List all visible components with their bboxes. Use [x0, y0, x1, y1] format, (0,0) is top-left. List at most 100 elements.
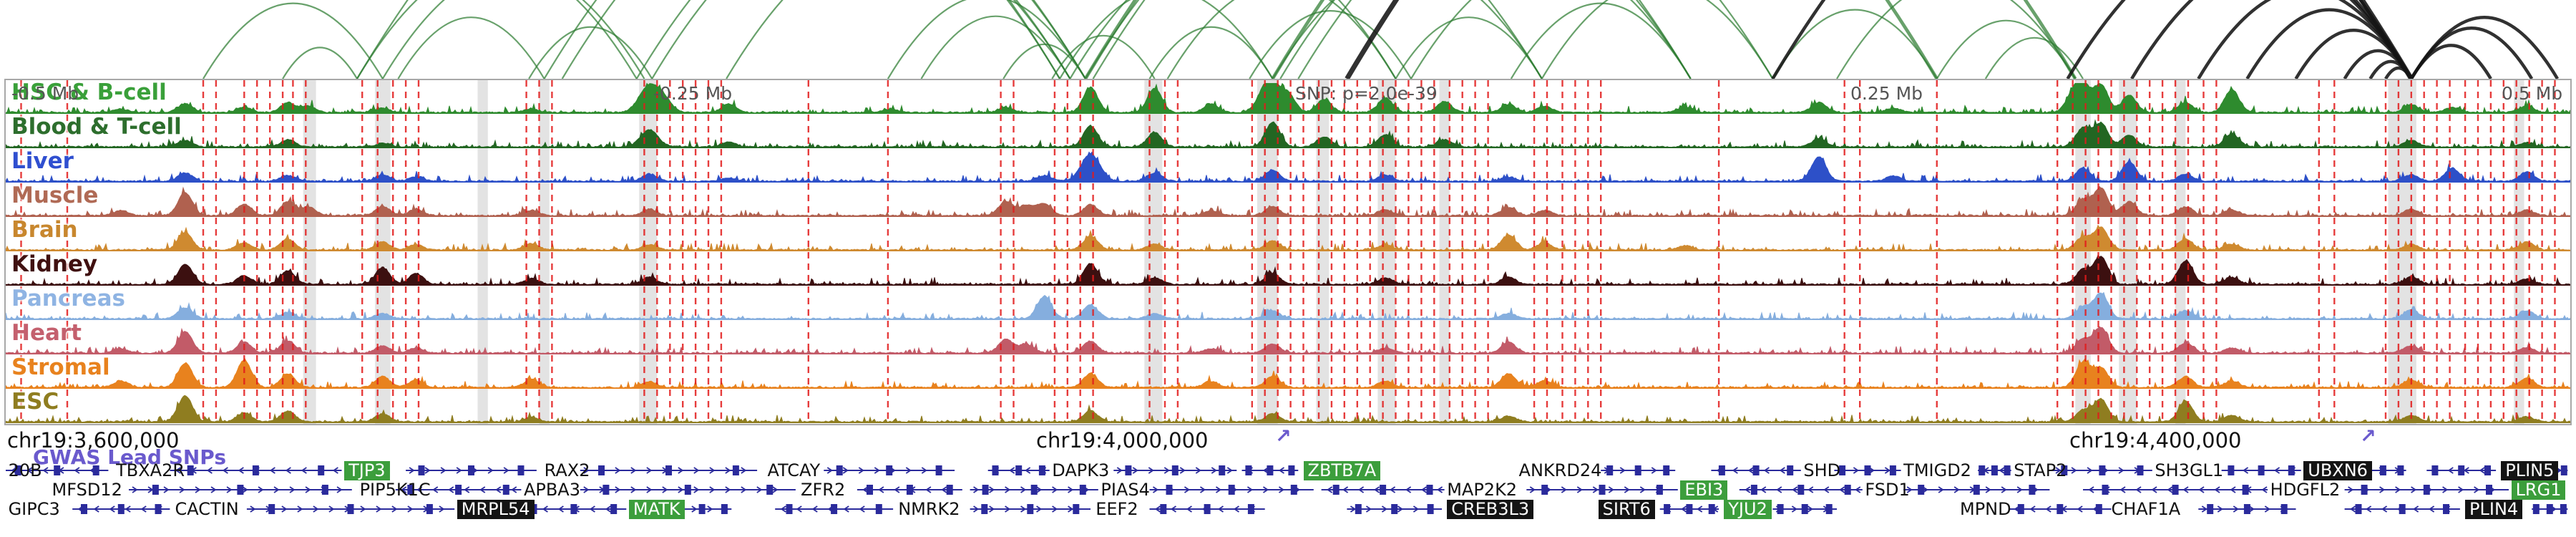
scale-label-right: 0.5 Mb — [2502, 83, 2563, 104]
gene-label-fsd1: FSD1 — [1865, 480, 1910, 500]
gene-model — [2009, 504, 2112, 514]
gene-label-pip5k1c: PIP5K1C — [359, 480, 431, 500]
interaction-arc — [1059, 0, 1274, 79]
interaction-arc — [2066, 0, 2413, 79]
signal-track-blood-t-cell — [6, 119, 2570, 148]
gene-model — [1149, 485, 1314, 495]
interaction-arc — [528, 26, 653, 79]
snp-pointer-icon: ↗ — [1275, 425, 1292, 448]
gene-label-yju2: YJU2 — [1724, 500, 1772, 519]
interaction-arc — [1002, 43, 1086, 79]
gene-model — [1659, 504, 1719, 514]
interaction-arc — [887, 0, 1086, 79]
gene-label-dapk3: DAPK3 — [1052, 460, 1110, 480]
track-label-pancreas: Pancreas — [11, 286, 125, 311]
gene-label-plin4: PLIN4 — [2465, 500, 2523, 519]
interaction-arc — [356, 0, 638, 79]
gene-model — [2426, 465, 2497, 475]
gene-model — [2344, 504, 2460, 514]
interaction-arc — [543, 0, 1086, 79]
gene-model — [1113, 465, 1237, 475]
interaction-arc — [356, 0, 1060, 79]
gene-label-map2k2: MAP2K2 — [1447, 480, 1518, 500]
interaction-arc — [920, 15, 1071, 79]
gene-label-nmrk2: NMRK2 — [898, 499, 960, 519]
signal-track-stromal — [6, 357, 2570, 390]
signal-area — [6, 224, 2570, 252]
track-label-stromal: Stromal — [11, 354, 110, 380]
snp-lines-layer — [20, 80, 2556, 424]
gene-model — [6, 465, 109, 475]
gene-model — [395, 485, 522, 495]
interaction-arc — [1836, 0, 2077, 79]
interaction-arc — [726, 0, 1071, 79]
gene-label-mrpl54: MRPL54 — [457, 500, 535, 519]
gene-model — [1526, 485, 1678, 495]
interaction-arc — [381, 0, 645, 79]
snp-pointer-icon: ↗ — [2360, 425, 2376, 448]
gene-model — [1321, 485, 1445, 495]
gene-model — [1772, 504, 1837, 514]
track-label-blood-t-cell: Blood & T-cell — [11, 114, 182, 140]
gene-model — [1834, 465, 1901, 475]
highlight-band — [2175, 80, 2186, 424]
gene-model — [2198, 504, 2296, 514]
signal-area — [6, 185, 2570, 218]
gene-label-eef2: EEF2 — [1096, 499, 1138, 519]
gene-label-apba3: APBA3 — [523, 480, 580, 500]
scale-label-mid-right: 0.25 Mb — [1850, 83, 1923, 104]
gene-label-chaf1a: CHAF1A — [2111, 499, 2181, 519]
track-label-muscle: Muscle — [11, 183, 99, 208]
signal-track-kidney — [6, 254, 2570, 286]
signal-area — [6, 357, 2570, 390]
signal-area — [6, 151, 2570, 183]
interaction-arc — [1166, 0, 1397, 79]
interaction-arc — [1249, 10, 1412, 79]
gene-label-zbtb7a: ZBTB7A — [1303, 461, 1381, 480]
gene-model — [987, 465, 1050, 475]
gene-model — [1978, 465, 2011, 475]
gene-model — [580, 465, 758, 475]
track-label-hsc-b-cell: HSC & B-cell — [11, 79, 167, 105]
snp-pvalue-label: SNP: p=2.0e-39 — [1295, 83, 1438, 104]
signal-track-pancreas — [6, 291, 2570, 320]
signal-area — [6, 254, 2570, 286]
interaction-arc — [1936, 19, 2077, 79]
interaction-arc — [1148, 26, 1274, 79]
track-label-esc: ESC — [11, 389, 59, 415]
interaction-arc — [651, 0, 1071, 79]
track-label-brain: Brain — [11, 217, 78, 243]
track-label-liver: Liver — [11, 148, 74, 174]
gene-label-tmigd2: TMIGD2 — [1903, 460, 1971, 480]
track-label-heart: Heart — [11, 320, 82, 346]
gene-label-sh3gl1: SH3GL1 — [2155, 460, 2224, 480]
coord-right: chr19:4,400,000 — [2069, 428, 2242, 453]
gene-label-atcay: ATCAY — [767, 460, 821, 480]
highlight-band — [477, 80, 488, 424]
interaction-arc — [282, 47, 358, 79]
signal-area — [6, 395, 2570, 423]
gene-label-tbxa2r: TBXA2R — [116, 460, 185, 480]
gene-model — [775, 504, 894, 514]
interaction-arc — [1069, 0, 1397, 79]
interaction-arc — [2294, 29, 2413, 79]
signal-area — [6, 82, 2570, 114]
signal-track-liver — [6, 151, 2570, 183]
gene-label-hdgfl2: HDGFL2 — [2270, 480, 2341, 500]
highlight-band — [375, 80, 391, 424]
gene-model — [1903, 485, 2050, 495]
gene-model — [1241, 465, 1299, 475]
interaction-arc — [2384, 66, 2413, 79]
gene-model — [580, 485, 796, 495]
gene-model — [2083, 485, 2268, 495]
highlight-band — [1439, 80, 1450, 424]
interaction-arc — [1271, 0, 2077, 79]
signal-area — [6, 119, 2570, 148]
coord-left: chr19:3,600,000 — [7, 428, 180, 453]
gene-label-mpnd: MPND — [1960, 499, 2011, 519]
gene-model — [521, 504, 627, 514]
gene-model — [2052, 465, 2152, 475]
interaction-arc — [1272, 0, 1543, 79]
gene-label-zfr2: ZFR2 — [801, 480, 846, 500]
